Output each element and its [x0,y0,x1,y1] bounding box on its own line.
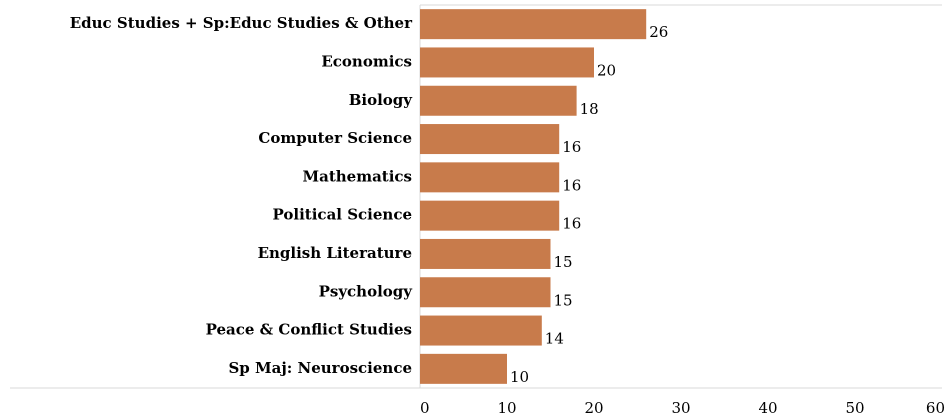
y-tick-label: Economics [321,52,412,70]
value-label: 18 [580,100,599,118]
y-tick-label: Political Science [273,206,412,224]
y-tick-label: Mathematics [303,167,413,185]
x-tick-label: 40 [758,399,777,417]
bar [420,315,542,346]
value-label: 16 [562,138,581,156]
value-label: 16 [562,215,581,233]
y-tick-label: Sp Maj: Neuroscience [228,359,412,377]
x-tick-label: 0 [420,399,430,417]
value-label: 20 [597,61,616,79]
bar [420,85,577,116]
bar [420,162,560,193]
y-tick-label: Computer Science [258,129,412,147]
y-tick-label: Biology [349,91,414,109]
value-label: 15 [554,291,573,309]
x-tick-label: 50 [845,399,864,417]
bar [420,9,647,40]
y-tick-label: English Literature [258,244,412,262]
x-tick-label: 10 [497,399,516,417]
bar [420,277,551,308]
bar [420,124,560,155]
y-tick-label: Peace & Conflict Studies [206,321,412,339]
y-tick-label: Psychology [319,282,414,300]
bar [420,353,507,384]
value-label: 16 [562,176,581,194]
x-tick-label: 30 [671,399,690,417]
value-label: 14 [545,330,564,348]
value-label: 10 [510,368,529,386]
x-tick-label: 60 [926,399,945,417]
x-tick-label: 20 [584,399,603,417]
y-tick-label: Educ Studies + Sp:Educ Studies & Other [70,14,413,32]
bar [420,200,560,231]
bar [420,238,551,269]
bar [420,47,594,78]
value-label: 15 [554,253,573,271]
value-label: 26 [649,23,668,41]
